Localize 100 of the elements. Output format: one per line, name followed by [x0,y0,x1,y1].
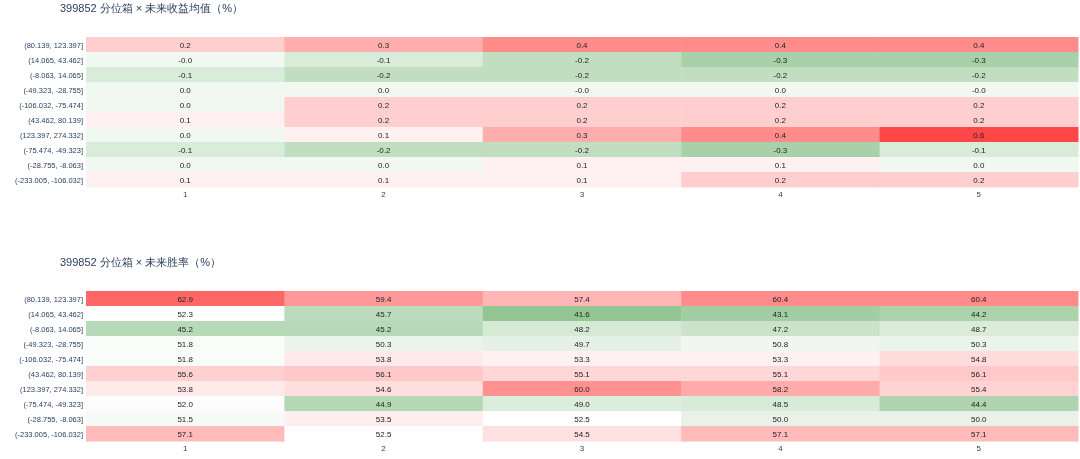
data-label: 0.0 [378,85,390,95]
data-label: 55.1 [574,369,591,379]
x-tick-label: 3 [579,190,585,199]
data-label: 59.4 [375,294,392,304]
data-label: 0.2 [973,100,985,110]
data-label: 0.1 [179,115,192,125]
data-label: 57.1 [772,429,789,439]
data-label: 0.2 [378,115,390,125]
data-label: -0.2 [575,145,590,155]
data-label: 60.4 [772,294,789,304]
data-label: 0.1 [179,175,192,185]
data-label: 0.3 [576,130,589,140]
data-label: 0.2 [774,100,787,110]
data-label: 44.9 [375,399,392,409]
data-label: -0.3 [971,55,987,65]
data-label: 0.2 [774,175,787,185]
data-label: 0.0 [378,160,390,170]
data-label: 53.3 [574,354,591,364]
x-tick-label: 1 [182,444,188,453]
data-label: 50.0 [971,414,988,424]
data-label: 57.4 [574,294,591,304]
data-label: -0.2 [773,70,788,80]
data-label: -0.0 [178,55,193,65]
chart-title: 399852 分位箱 × 未来收益均值（%） [60,2,244,14]
data-label: 0.4 [576,40,589,50]
data-label: -0.0 [575,85,590,95]
data-label: 51.8 [177,339,194,349]
data-label: 55.1 [772,369,789,379]
data-label: 0.4 [973,40,985,50]
data-label: 50.3 [971,339,988,349]
data-label: 45.7 [375,309,392,319]
data-label: -0.2 [575,55,590,65]
data-label: 0.6 [973,130,985,140]
data-label: 47.2 [772,324,789,334]
data-label: 55.6 [177,369,194,379]
data-label: 43.1 [772,309,789,319]
data-label: 0.2 [378,100,390,110]
data-label: 44.2 [971,309,988,319]
data-label: -0.0 [971,85,987,95]
data-label: 41.6 [574,309,591,319]
x-tick-label: 4 [778,190,784,199]
data-label: 0.1 [576,160,589,170]
data-label: 60.0 [574,384,591,394]
data-label: 60.4 [971,294,988,304]
data-label: -0.3 [773,55,788,65]
x-tick-label: 4 [778,444,784,453]
data-label: 56.1 [971,369,988,379]
data-label: 51.8 [177,354,194,364]
data-label: -0.1 [178,70,193,80]
data-label: 50.3 [375,339,392,349]
data-label: 55.4 [971,384,988,394]
data-label: 51.5 [177,414,194,424]
data-label: 56.1 [375,369,392,379]
data-label: 0.2 [576,115,589,125]
data-label: 53.3 [772,354,789,364]
data-label: 45.2 [177,324,194,334]
data-label: 0.2 [973,115,985,125]
data-label: -0.2 [376,145,392,155]
data-label: -0.3 [773,145,788,155]
data-label: 0.0 [774,85,787,95]
data-label: 0.2 [973,175,985,185]
x-tick-label: 5 [976,444,982,453]
data-label: 53.5 [375,414,392,424]
x-tick-label: 2 [381,444,387,453]
data-label: 45.2 [375,324,392,334]
data-label: 0.2 [576,100,589,110]
data-label: 57.1 [971,429,988,439]
data-label: 0.0 [179,130,192,140]
data-label: 62.9 [177,294,194,304]
data-label: -0.1 [971,145,987,155]
data-label: 49.7 [574,339,591,349]
data-label: 53.8 [177,384,194,394]
x-tick-label: 1 [182,190,188,199]
data-label: 50.8 [772,339,789,349]
data-label: 50.0 [772,414,789,424]
data-label: 54.6 [375,384,392,394]
data-label: 0.1 [378,130,390,140]
data-label: -0.2 [971,70,987,80]
data-label: 48.2 [574,324,591,334]
data-label: 0.0 [179,160,192,170]
x-tick-label: 5 [976,190,982,199]
x-tick-label: 2 [381,190,387,199]
data-label: 52.0 [177,399,194,409]
data-label: 0.0 [973,160,985,170]
x-tick-label: 3 [579,444,585,453]
data-label: 0.2 [179,40,192,50]
data-label: 54.8 [971,354,988,364]
data-label: 0.4 [774,130,787,140]
data-label: 0.1 [576,175,589,185]
data-label: 48.7 [971,324,988,334]
data-label: 0.0 [179,100,192,110]
data-label: 52.5 [574,414,591,424]
data-label: 58.2 [772,384,789,394]
data-label: 0.3 [378,40,390,50]
data-label: 44.4 [971,399,988,409]
data-label: 57.1 [177,429,194,439]
data-label: 52.3 [177,309,194,319]
data-label: -0.1 [178,145,193,155]
data-label: 53.8 [375,354,392,364]
data-label: 49.0 [574,399,591,409]
